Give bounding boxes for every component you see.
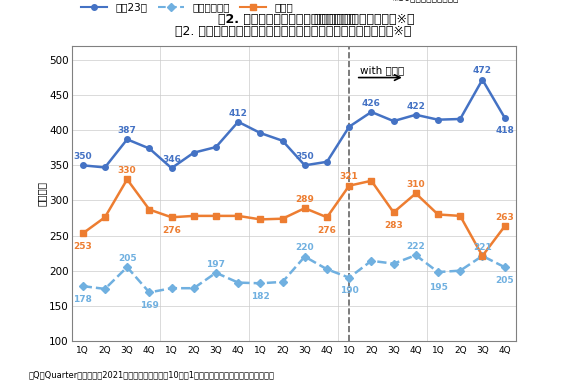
Text: 222: 222 [406, 242, 425, 251]
Text: 205: 205 [118, 254, 136, 263]
Text: 195: 195 [429, 283, 448, 291]
Text: 418: 418 [495, 126, 514, 135]
Legend: 東京23区, 東京多摩地区, 横浜市: 東京23区, 東京多摩地区, 横浜市 [77, 0, 297, 16]
Text: 178: 178 [73, 295, 92, 303]
Text: with コロナ: with コロナ [360, 65, 405, 75]
Text: 310: 310 [406, 180, 425, 189]
Text: 169: 169 [140, 301, 159, 310]
Text: 図2. 新築マンションの平均坪単価推移: 図2. 新築マンションの平均坪単価推移 [218, 13, 355, 26]
Text: 220: 220 [296, 244, 314, 252]
Text: 350: 350 [296, 152, 314, 161]
Text: 330: 330 [118, 166, 136, 175]
Text: 472: 472 [473, 67, 492, 75]
Text: 350: 350 [73, 152, 92, 161]
Text: 276: 276 [317, 226, 336, 235]
Text: 253: 253 [73, 242, 92, 251]
Y-axis label: （万円）: （万円） [36, 181, 46, 206]
Text: 276: 276 [162, 226, 181, 235]
Text: 283: 283 [384, 221, 403, 230]
Text: 221: 221 [473, 243, 492, 252]
Text: （四半期ごとの分譲価格※）: （四半期ごとの分譲価格※） [158, 13, 415, 26]
Text: 182: 182 [251, 292, 270, 301]
Title: 図2. 新築マンションの平均坪単価推移（四半期ごとの分譲価格※）: 図2. 新築マンションの平均坪単価推移（四半期ごとの分譲価格※） [175, 25, 412, 38]
Text: 387: 387 [117, 126, 136, 135]
Text: 422: 422 [406, 101, 425, 111]
Text: 197: 197 [206, 260, 225, 268]
Text: 289: 289 [295, 195, 314, 204]
Text: 321: 321 [340, 172, 359, 182]
Text: 412: 412 [229, 109, 248, 118]
Text: 190: 190 [340, 286, 359, 295]
Text: ＊Q：Quarter＝四半期。2021年の最終データのみ10月の1か月分　　（出典：東京カンテイ）: ＊Q：Quarter＝四半期。2021年の最終データのみ10月の1か月分 （出典… [29, 370, 274, 379]
Text: 346: 346 [162, 155, 181, 164]
Text: ※30㎡未満の住戸は除く: ※30㎡未満の住戸は除く [391, 0, 459, 2]
Text: 426: 426 [362, 99, 381, 108]
Text: 263: 263 [495, 213, 514, 222]
Text: 205: 205 [495, 276, 514, 285]
